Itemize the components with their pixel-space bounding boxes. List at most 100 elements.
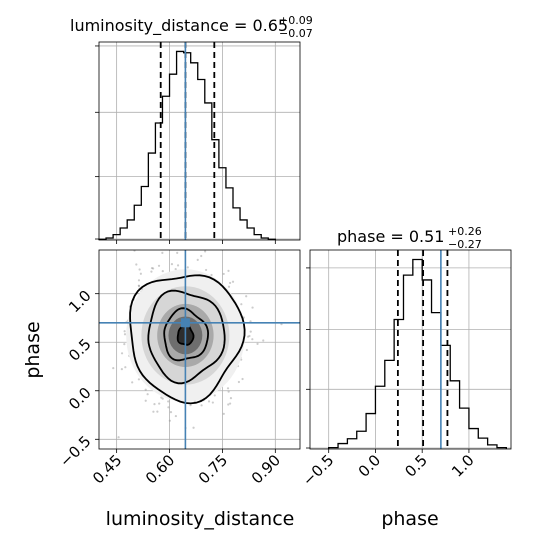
panel-luminosity-distance-histogram: luminosity_distance = 0.65 +0.09 −0.07 <box>70 14 313 244</box>
sample-point <box>229 402 232 405</box>
sample-point <box>246 335 250 338</box>
sample-point <box>179 452 181 454</box>
contour-line <box>147 289 226 385</box>
sample-point <box>170 263 174 266</box>
ylabel-phase: phase <box>22 321 44 378</box>
sample-point <box>112 367 115 370</box>
sample-point <box>227 403 230 406</box>
sample-point <box>229 397 233 400</box>
sample-point <box>150 270 153 273</box>
sample-point <box>231 280 235 283</box>
y-tick-label: 1.0 <box>65 287 95 317</box>
sample-point <box>124 366 127 369</box>
y-tick-label: −0.5 <box>56 432 94 470</box>
sample-point <box>123 330 126 333</box>
y-tick-label: 0.5 <box>65 335 95 365</box>
sample-point <box>123 343 126 346</box>
sample-point <box>158 402 161 405</box>
sample-point <box>174 414 177 418</box>
sample-point <box>249 320 252 323</box>
sample-point <box>249 330 252 333</box>
x-tick-label: 1.0 <box>448 451 478 481</box>
sample-point <box>157 264 161 267</box>
sample-point <box>138 268 141 271</box>
panel-2d-density: 0.45 0.60 0.75 0.90 −0.5 0.0 0.5 1.0 luminosit… <box>22 245 301 530</box>
sample-point <box>174 267 177 271</box>
sample-point <box>137 279 141 282</box>
sample-point <box>150 266 154 270</box>
sample-point <box>137 378 141 381</box>
panel-frame <box>309 249 512 450</box>
sample-point <box>176 251 179 254</box>
panel-frame <box>98 249 301 450</box>
sample-point <box>280 323 283 326</box>
sample-point <box>251 306 254 309</box>
panel-phase-histogram: −0.5 0.0 0.5 1.0 phase = 0.51 +0.26 −0.27 p… <box>299 225 512 530</box>
sample-point <box>204 268 208 272</box>
sample-point <box>200 254 203 258</box>
sample-point <box>144 388 147 391</box>
sample-point <box>245 348 248 352</box>
x-tick-label: 0.60 <box>142 451 178 487</box>
sample-point <box>117 436 120 439</box>
y-tick-label: 0.0 <box>65 384 95 414</box>
sample-point <box>167 406 170 409</box>
sample-point <box>213 394 216 397</box>
x-tick-label: 0.5 <box>401 451 431 481</box>
sample-point <box>211 401 214 404</box>
sample-point <box>186 266 189 269</box>
sample-point <box>168 419 171 422</box>
sample-point <box>226 387 230 390</box>
contour-line <box>129 274 246 405</box>
sample-point <box>200 404 203 407</box>
sample-point <box>191 245 193 247</box>
sample-point <box>131 381 134 384</box>
histogram-luminosity-distance <box>98 50 276 240</box>
sample-point <box>146 393 149 396</box>
sample-point <box>262 339 265 342</box>
histogram-phase <box>328 258 507 449</box>
sample-point <box>207 400 211 403</box>
sample-point <box>189 403 192 407</box>
sample-point <box>222 412 225 415</box>
sample-point <box>210 273 213 277</box>
x-tick-label: −0.5 <box>299 451 337 489</box>
title-luminosity-distance: luminosity_distance = 0.65 <box>70 16 288 36</box>
sample-point <box>227 269 230 272</box>
sample-point <box>222 272 225 276</box>
x-tick-label: 0.45 <box>89 451 125 487</box>
sample-point <box>240 303 243 306</box>
sample-point <box>144 399 147 402</box>
sample-point <box>161 270 164 273</box>
x-tick-label: 0.90 <box>248 451 284 487</box>
title-phase: phase = 0.51 <box>337 227 444 246</box>
sample-point <box>139 272 142 275</box>
sample-point <box>256 342 259 345</box>
xlabel-phase: phase <box>381 508 438 530</box>
title-phase-plus: +0.26 <box>448 225 482 238</box>
sample-point <box>152 410 155 413</box>
sample-point <box>241 377 244 381</box>
sample-point <box>251 338 254 341</box>
truth-marker <box>180 318 190 328</box>
sample-point <box>120 368 123 371</box>
sample-point <box>135 263 138 266</box>
sample-point <box>161 251 164 254</box>
sample-point <box>245 295 248 298</box>
sample-point <box>196 258 199 261</box>
sample-point <box>204 250 207 253</box>
sample-point <box>168 246 170 248</box>
sample-point <box>137 284 141 288</box>
contour-line <box>163 307 210 362</box>
x-tick-label: 0.0 <box>355 451 385 481</box>
sample-point <box>167 400 170 403</box>
sample-point <box>227 285 231 288</box>
sample-point <box>123 333 127 336</box>
sample-point <box>153 403 156 406</box>
title-luminosity-distance-minus: −0.07 <box>279 27 313 40</box>
sample-point <box>192 426 195 429</box>
panel-frame <box>98 41 301 241</box>
title-luminosity-distance-plus: +0.09 <box>279 14 313 27</box>
sample-point <box>120 352 124 355</box>
